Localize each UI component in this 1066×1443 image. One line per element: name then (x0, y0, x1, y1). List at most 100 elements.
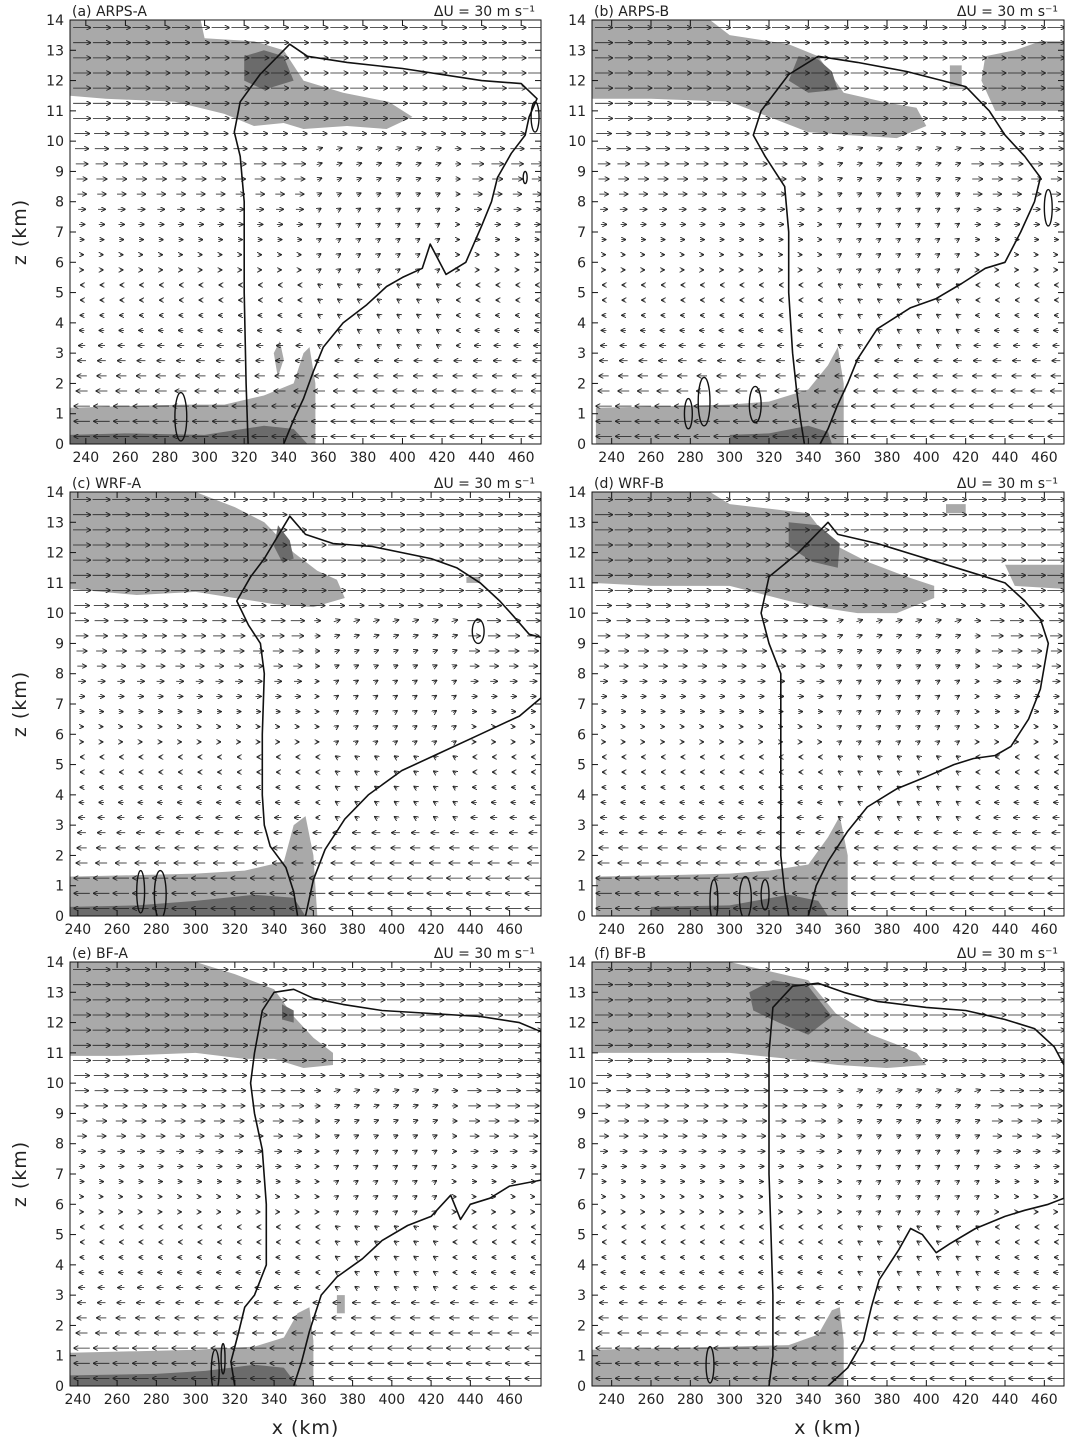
x-tick-label: 460 (1031, 450, 1058, 466)
wind-vector (858, 1165, 861, 1167)
wind-vector (897, 1181, 900, 1183)
y-tick-label: 2 (55, 848, 64, 864)
wind-vector (878, 756, 881, 758)
wind-vector (877, 1135, 881, 1137)
x-tick-label: 300 (182, 1392, 209, 1408)
wind-vector (838, 786, 841, 788)
wind-vector (335, 1165, 338, 1167)
wind-vector (355, 726, 358, 728)
wind-vector (878, 771, 881, 773)
wind-vector (335, 650, 340, 652)
wind-vector (397, 299, 400, 301)
wind-vector (936, 1135, 940, 1137)
x-tick-label: 400 (913, 450, 940, 466)
x-tick-label: 440 (992, 1392, 1019, 1408)
wind-vector (934, 148, 941, 150)
wind-vector (453, 665, 457, 667)
wind-vector (878, 801, 881, 803)
light-shade-region (273, 341, 284, 378)
dark-shade-region (70, 894, 306, 916)
wind-vector (415, 148, 421, 150)
wind-vector (316, 163, 323, 165)
wind-vector (858, 726, 861, 728)
wind-vector (357, 178, 362, 180)
wind-vector (897, 817, 900, 819)
y-tick-label: 7 (55, 697, 64, 713)
wind-vector (434, 726, 437, 728)
wind-vector (436, 178, 441, 180)
small-contour (136, 869, 146, 914)
wind-vector (335, 1196, 338, 1198)
x-tick-label: 440 (457, 1392, 484, 1408)
small-contour (748, 385, 762, 424)
wind-vector (397, 254, 400, 256)
wind-vector (877, 178, 882, 180)
wind-vector (355, 711, 358, 713)
wind-vector (934, 620, 941, 622)
y-tick-label: 8 (55, 195, 64, 211)
y-tick-label: 8 (577, 667, 586, 683)
x-tick-label: 340 (270, 450, 297, 466)
wind-vector (956, 711, 959, 713)
wind-vector (433, 665, 437, 667)
wind-vector (414, 786, 417, 788)
wind-vector (875, 148, 882, 150)
wind-vector (838, 269, 841, 271)
wind-vector (375, 1287, 378, 1289)
wind-vector (956, 1271, 959, 1273)
wind-vector (976, 1196, 979, 1198)
wind-vector (355, 680, 358, 682)
wind-vector (394, 1150, 397, 1152)
wind-vector (897, 1241, 900, 1243)
wind-vector (414, 1256, 417, 1258)
wind-vector (956, 269, 959, 271)
wind-vector (417, 223, 420, 225)
wind-vector (335, 1120, 340, 1122)
x-tick-label: 420 (418, 1392, 445, 1408)
wind-vector (392, 620, 399, 622)
y-tick-label: 0 (577, 1379, 586, 1395)
y-tick-label: 6 (577, 727, 586, 743)
wind-vector (937, 726, 940, 728)
wind-vector (335, 1287, 338, 1289)
wind-vector (858, 193, 862, 195)
y-tick-label: 4 (55, 316, 64, 332)
cloud-outline-contour (233, 43, 538, 444)
wind-vector (858, 771, 861, 773)
wind-vector (858, 1135, 862, 1137)
wind-vector (375, 1181, 378, 1183)
wind-vector (333, 620, 340, 622)
wind-vector (417, 254, 420, 256)
wind-vector (335, 726, 338, 728)
wind-vector (838, 711, 841, 713)
x-tick-label: 280 (677, 450, 704, 466)
wind-vector (355, 1181, 358, 1183)
wind-vector (937, 817, 940, 819)
wind-vector (956, 1150, 959, 1152)
wind-vector (858, 1196, 861, 1198)
wind-vector (937, 269, 940, 271)
wind-vector (937, 1211, 940, 1213)
wind-vector (897, 1135, 901, 1137)
wind-vector (877, 1120, 882, 1122)
y-tick-label: 13 (46, 985, 64, 1001)
cloud-outline-contour (752, 55, 1042, 444)
y-tick-label: 11 (46, 1046, 64, 1062)
wind-vector (954, 1105, 960, 1107)
x-tick-label: 260 (638, 1392, 665, 1408)
wind-vector (896, 650, 901, 652)
wind-vector (838, 726, 841, 728)
y-tick-label: 14 (46, 485, 64, 501)
y-tick-label: 8 (55, 667, 64, 683)
x-tick-label: 380 (350, 450, 377, 466)
wind-vector (917, 1150, 920, 1152)
wind-vector (878, 1256, 881, 1258)
wind-vector (937, 223, 940, 225)
y-tick-label: 7 (55, 225, 64, 241)
wind-vector (434, 1181, 437, 1183)
small-contour (697, 376, 711, 427)
wind-vector (916, 650, 921, 652)
x-tick-label: 320 (221, 922, 248, 938)
x-tick-label: 340 (261, 1392, 288, 1408)
wind-vector (917, 223, 920, 225)
